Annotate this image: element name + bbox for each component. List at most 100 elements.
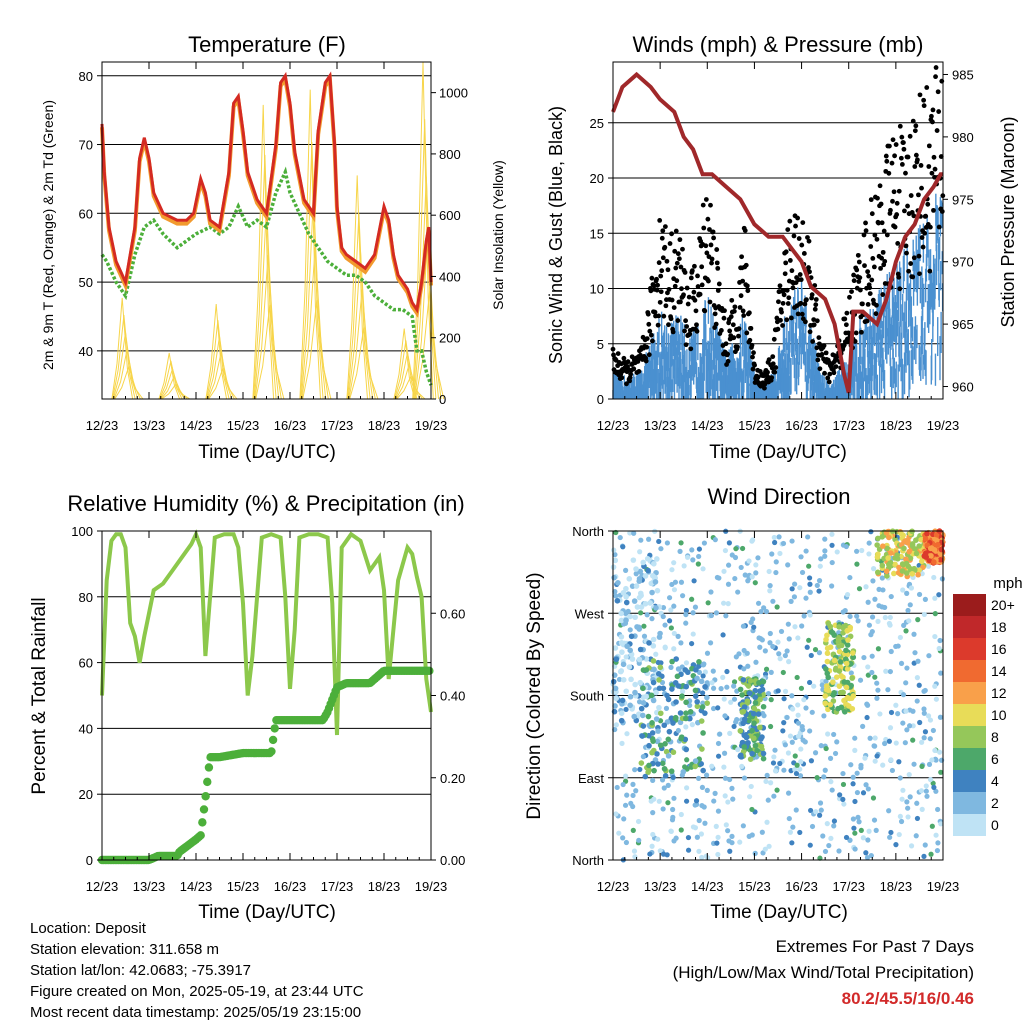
gust-point xyxy=(912,164,918,169)
direction-point xyxy=(760,750,767,757)
direction-point xyxy=(817,855,823,861)
gust-point xyxy=(644,336,650,342)
direction-point xyxy=(611,547,617,553)
gust-point xyxy=(856,259,862,265)
direction-point xyxy=(612,557,619,564)
gust-point xyxy=(897,123,903,129)
gust-point xyxy=(788,315,794,321)
gust-point xyxy=(844,310,850,316)
direction-point xyxy=(630,827,636,833)
direction-point xyxy=(876,603,882,609)
direction-point xyxy=(662,741,668,747)
direction-point xyxy=(623,585,629,592)
colorbar-label: 0 xyxy=(991,817,999,833)
gust-point xyxy=(769,375,775,381)
direction-point xyxy=(684,757,690,763)
direction-point xyxy=(656,677,662,683)
direction-point xyxy=(829,559,835,566)
direction-point xyxy=(671,603,677,609)
direction-point xyxy=(885,555,891,561)
direction-point xyxy=(817,563,823,569)
direction-point xyxy=(651,767,657,774)
direction-point xyxy=(824,821,830,827)
direction-point xyxy=(850,654,857,661)
direction-point xyxy=(724,684,730,690)
gust-point xyxy=(795,215,801,221)
direction-point xyxy=(638,610,644,616)
gust-point xyxy=(860,301,865,307)
elevation-text: Station elevation: 311.658 m xyxy=(30,941,220,958)
direction-point xyxy=(766,568,772,575)
direction-point xyxy=(909,571,916,577)
gust-point xyxy=(712,311,718,317)
direction-point xyxy=(930,780,936,786)
direction-point xyxy=(910,723,916,729)
direction-point xyxy=(747,678,754,684)
direction-point xyxy=(933,788,939,794)
direction-point xyxy=(618,717,625,724)
gust-point xyxy=(889,160,895,166)
direction-point xyxy=(762,846,768,852)
y2-tick-label: 0.60 xyxy=(440,606,465,621)
direction-point xyxy=(671,838,677,844)
direction-point xyxy=(725,828,731,834)
solar-trace xyxy=(346,175,368,400)
gust-point xyxy=(873,311,879,317)
gust-point xyxy=(656,313,662,319)
direction-point xyxy=(888,709,895,716)
y-tick-label: West xyxy=(575,606,605,621)
colorbar-label: 4 xyxy=(991,773,999,789)
direction-point xyxy=(624,643,630,650)
gust-point xyxy=(883,153,889,159)
direction-point xyxy=(873,827,879,833)
gust-point xyxy=(705,216,711,222)
direction-point xyxy=(795,702,801,708)
direction-point xyxy=(617,534,623,541)
x-tick-label: 16/23 xyxy=(274,418,307,433)
direction-point xyxy=(636,626,643,632)
gust-point xyxy=(819,352,825,357)
direction-point xyxy=(844,642,851,648)
direction-xlabel: Time (Day/UTC) xyxy=(710,902,848,923)
gust-point xyxy=(867,291,873,297)
direction-point xyxy=(898,818,905,825)
direction-point xyxy=(778,628,785,635)
gust-point xyxy=(702,308,708,314)
gust-point xyxy=(646,352,652,358)
direction-point xyxy=(702,710,708,716)
gust-point xyxy=(821,343,827,348)
direction-point xyxy=(776,651,782,657)
gust-point xyxy=(678,299,683,305)
direction-point xyxy=(738,564,744,571)
direction-point xyxy=(844,592,851,598)
gust-point xyxy=(765,369,770,375)
gust-point xyxy=(668,316,674,322)
direction-point xyxy=(870,795,877,801)
direction-point xyxy=(876,586,882,592)
direction-point xyxy=(803,595,809,601)
direction-point xyxy=(671,630,677,637)
direction-point xyxy=(793,807,799,813)
temperature-title: Temperature (F) xyxy=(188,32,346,57)
direction-point xyxy=(744,698,751,704)
direction-point xyxy=(880,543,886,549)
direction-point xyxy=(633,566,639,572)
direction-point xyxy=(612,685,619,692)
direction-point xyxy=(638,537,644,543)
direction-point xyxy=(623,594,629,600)
direction-point xyxy=(913,550,920,557)
gust-point xyxy=(750,366,756,372)
direction-point xyxy=(656,538,662,545)
direction-point xyxy=(665,782,671,788)
direction-point xyxy=(699,802,705,809)
gust-point xyxy=(677,237,683,243)
direction-point xyxy=(704,650,711,656)
direction-point xyxy=(780,540,787,547)
direction-point xyxy=(630,792,636,799)
direction-point xyxy=(795,720,802,726)
direction-point xyxy=(729,785,735,791)
direction-point xyxy=(932,633,938,640)
direction-point xyxy=(670,749,677,756)
direction-point xyxy=(650,738,656,744)
direction-point xyxy=(765,797,771,803)
